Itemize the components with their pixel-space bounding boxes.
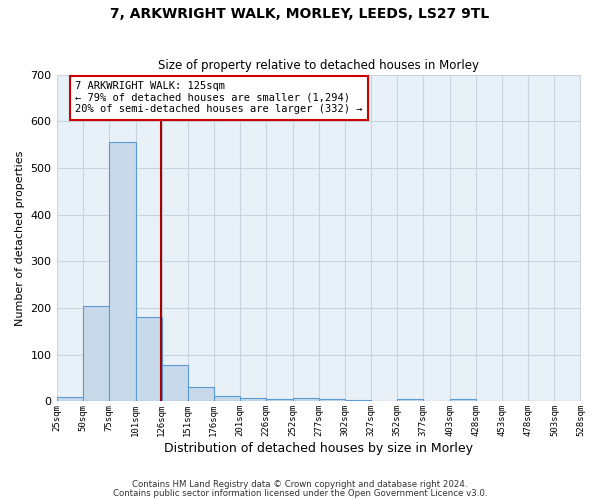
Text: Contains HM Land Registry data © Crown copyright and database right 2024.: Contains HM Land Registry data © Crown c… <box>132 480 468 489</box>
X-axis label: Distribution of detached houses by size in Morley: Distribution of detached houses by size … <box>164 442 473 455</box>
Bar <box>162 365 188 402</box>
Bar <box>136 318 162 402</box>
Bar <box>188 388 214 402</box>
Bar <box>266 399 293 402</box>
Bar <box>240 398 266 402</box>
Bar <box>56 396 83 402</box>
Bar <box>397 399 423 402</box>
Y-axis label: Number of detached properties: Number of detached properties <box>15 150 25 326</box>
Title: Size of property relative to detached houses in Morley: Size of property relative to detached ho… <box>158 59 479 72</box>
Bar <box>214 396 240 402</box>
Bar <box>293 398 319 402</box>
Text: 7, ARKWRIGHT WALK, MORLEY, LEEDS, LS27 9TL: 7, ARKWRIGHT WALK, MORLEY, LEEDS, LS27 9… <box>110 8 490 22</box>
Text: Contains public sector information licensed under the Open Government Licence v3: Contains public sector information licen… <box>113 488 487 498</box>
Bar <box>83 306 109 402</box>
Text: 7 ARKWRIGHT WALK: 125sqm
← 79% of detached houses are smaller (1,294)
20% of sem: 7 ARKWRIGHT WALK: 125sqm ← 79% of detach… <box>75 81 362 114</box>
Bar <box>109 142 136 402</box>
Bar <box>450 399 476 402</box>
Bar <box>319 399 345 402</box>
Bar <box>345 400 371 402</box>
